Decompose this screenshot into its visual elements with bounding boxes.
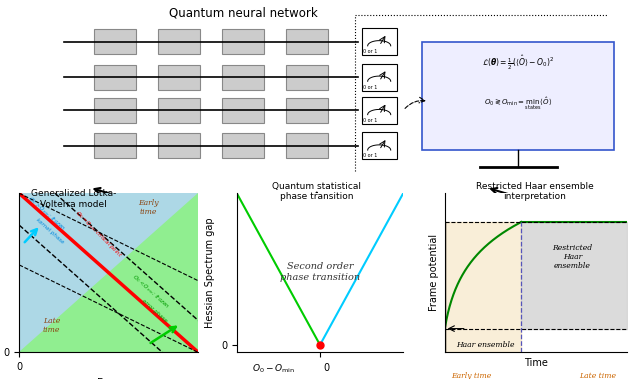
Bar [95,98,136,123]
Text: kernel phase: kernel phase [35,218,65,245]
Bar [159,98,200,123]
Text: 0 or 1: 0 or 1 [363,118,377,123]
Bar [287,98,328,123]
Text: Restricted Haar ensemble
interpretation: Restricted Haar ensemble interpretation [476,182,593,201]
Bar [95,64,136,89]
X-axis label: Time: Time [524,358,548,368]
Y-axis label: Frame potential: Frame potential [429,234,439,312]
Text: Quantum neural network: Quantum neural network [169,6,317,19]
Bar [223,64,264,89]
Bar [159,133,200,158]
Text: $O_0{>}O_{min}$: frozen: $O_0{>}O_{min}$: frozen [26,194,68,233]
Text: 0 or 1: 0 or 1 [363,153,377,158]
Text: Quantum statistical
phase transition: Quantum statistical phase transition [272,182,362,201]
Bar [362,64,397,91]
Text: error phase: error phase [141,298,168,323]
Text: $O_0-O_{\rm min}$: $O_0-O_{\rm min}$ [252,363,295,375]
Bar [95,133,136,158]
Bar [223,98,264,123]
Bar [223,133,264,158]
Text: 0 or 1: 0 or 1 [363,49,377,54]
Bar [362,132,397,160]
Bar [362,97,397,124]
Text: $O_0{=}O_{min}$:critical point: $O_0{=}O_{min}$:critical point [73,208,124,260]
Text: $O_0 \gtrless O_{\min}=\min_{\rm states}\langle\hat{O}\rangle$: $O_0 \gtrless O_{\min}=\min_{\rm states}… [484,96,552,112]
Bar [95,29,136,54]
Bar [287,64,328,89]
Bar [159,64,200,89]
Text: 0 or 1: 0 or 1 [363,85,377,90]
X-axis label: Error: Error [97,378,120,379]
Bar [422,42,614,150]
Bar [159,29,200,54]
Text: Second order
phase transition: Second order phase transition [280,262,360,282]
Text: 0: 0 [323,363,330,373]
Text: Generalized Lotka-
Volterra model: Generalized Lotka- Volterra model [31,190,116,209]
Text: Late time: Late time [579,371,616,379]
Text: Early
time: Early time [138,199,159,216]
Polygon shape [19,193,198,352]
Bar [287,29,328,54]
Bar [287,133,328,158]
Text: $O_0{<}O_{min}$: frozen: $O_0{<}O_{min}$: frozen [131,272,172,311]
Y-axis label: Hessian Spectrum gap: Hessian Spectrum gap [205,218,216,328]
Text: Late
time: Late time [43,316,60,334]
Text: Early time: Early time [451,371,492,379]
Bar [362,28,397,55]
Text: Restricted
Haar
ensemble: Restricted Haar ensemble [552,244,593,270]
Text: $\mathcal{L}(\boldsymbol{\theta})=\frac{1}{2}(\langle\hat{O}\rangle-O_0)^2$: $\mathcal{L}(\boldsymbol{\theta})=\frac{… [483,54,554,72]
Polygon shape [19,193,198,352]
Bar [223,29,264,54]
Text: Haar ensemble: Haar ensemble [456,341,514,349]
